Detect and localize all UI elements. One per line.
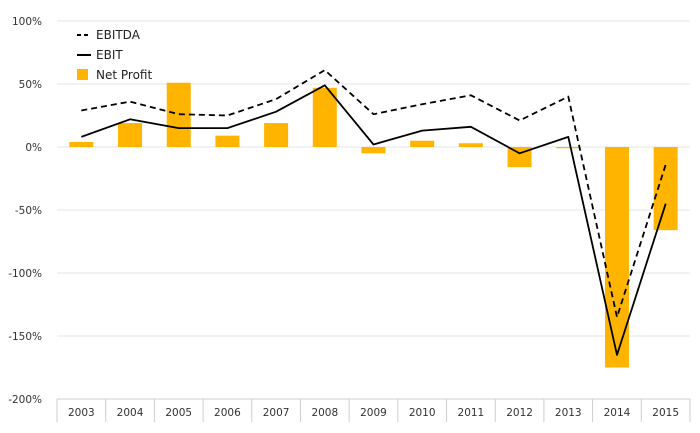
x-tick-label: 2013 <box>555 407 582 419</box>
x-tick-label: 2004 <box>117 407 144 419</box>
x-tick-label: 2007 <box>263 407 290 419</box>
x-tick-label: 2006 <box>214 407 241 419</box>
ebitda-line <box>81 69 667 318</box>
x-tick-label: 2011 <box>458 407 485 419</box>
x-tick-labels: 2003 2004 2005 2006 2007 2008 2009 2010 2011 2012… <box>68 407 679 419</box>
x-axis <box>56 398 691 422</box>
x-tick-label: 2008 <box>311 407 338 419</box>
net-profit-bar <box>69 141 94 147</box>
net-profit-bar <box>604 147 629 368</box>
net-profit-bar <box>264 123 289 147</box>
net-profit-bar <box>361 147 386 154</box>
net-profit-bar <box>312 87 337 147</box>
legend-label: EBITDA <box>96 28 141 42</box>
y-tick-label: 0% <box>25 142 42 154</box>
x-tick-label: 2015 <box>652 407 679 419</box>
y-axis: 100% 50% 0% -50% -100% -150% -200% <box>8 16 42 406</box>
x-tick-label: 2009 <box>360 407 387 419</box>
net-profit-bar <box>556 147 581 149</box>
y-tick-label: -100% <box>8 268 42 280</box>
x-tick-label: 2003 <box>68 407 95 419</box>
y-tick-label: 50% <box>19 79 42 91</box>
series-lines <box>80 69 667 356</box>
net-profit-bar <box>166 82 191 147</box>
y-tick-label: 100% <box>12 16 42 28</box>
x-tick-label: 2014 <box>604 407 631 419</box>
net-profit-bar <box>458 143 483 147</box>
legend: EBITDA EBIT Net Profit <box>77 28 152 82</box>
ebit-line <box>80 84 667 356</box>
x-tick-label: 2005 <box>165 407 192 419</box>
x-tick-label: 2012 <box>506 407 533 419</box>
net-profit-bar <box>215 135 240 147</box>
net-profit-bar <box>410 140 435 147</box>
legend-label: EBIT <box>96 48 123 62</box>
y-tick-label: -200% <box>8 394 42 406</box>
net-profit-legend-swatch <box>77 69 88 80</box>
y-tick-label: -150% <box>8 331 42 343</box>
x-tick-label: 2010 <box>409 407 436 419</box>
net-profit-bar <box>118 123 143 147</box>
y-tick-label: -50% <box>15 205 42 217</box>
legend-label: Net Profit <box>96 68 152 82</box>
